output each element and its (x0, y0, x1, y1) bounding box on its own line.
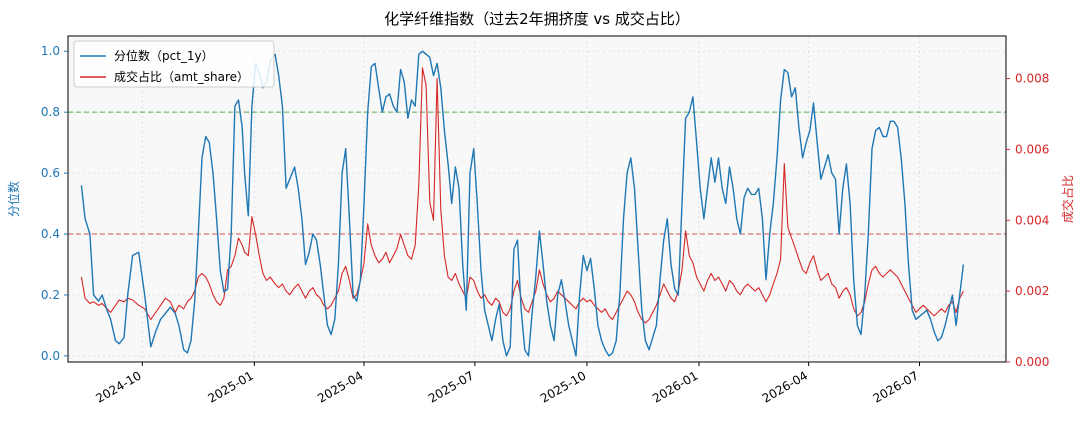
y-tick-label-left: 0.6 (41, 166, 60, 180)
legend-box (73, 40, 275, 88)
y-tick-label-right: 0.008 (1015, 72, 1049, 86)
y-tick-label-left: 0.4 (41, 227, 60, 241)
series-line-pct (80, 50, 965, 357)
y-tick-label-left: 0.8 (41, 105, 60, 119)
reference-lines (68, 111, 1006, 235)
series-layer (80, 50, 965, 357)
legend-label-pct: 分位数（pct_1y） (114, 48, 214, 63)
plot-frame (67, 35, 1007, 363)
legend: 分位数（pct_1y） 成交占比（amt_share） (73, 40, 275, 88)
y-tick-label-left: 1.0 (41, 44, 60, 58)
y-tick-label-right: 0.000 (1015, 355, 1049, 369)
chart-title: 化学纤维指数（过去2年拥挤度 vs 成交占比） (384, 10, 690, 28)
legend-label-amt: 成交占比（amt_share） (114, 69, 249, 84)
y-tick-label-right: 0.002 (1015, 284, 1049, 298)
y-axis-label-right: 成交占比 (1060, 175, 1075, 223)
y-tick-label-left: 0.2 (41, 288, 60, 302)
y-axis-label-left: 分位数 (6, 181, 21, 217)
y-tick-label-right: 0.004 (1015, 213, 1049, 227)
y-tick-label-right: 0.006 (1015, 142, 1049, 156)
y-tick-label-left: 0.0 (41, 349, 60, 363)
